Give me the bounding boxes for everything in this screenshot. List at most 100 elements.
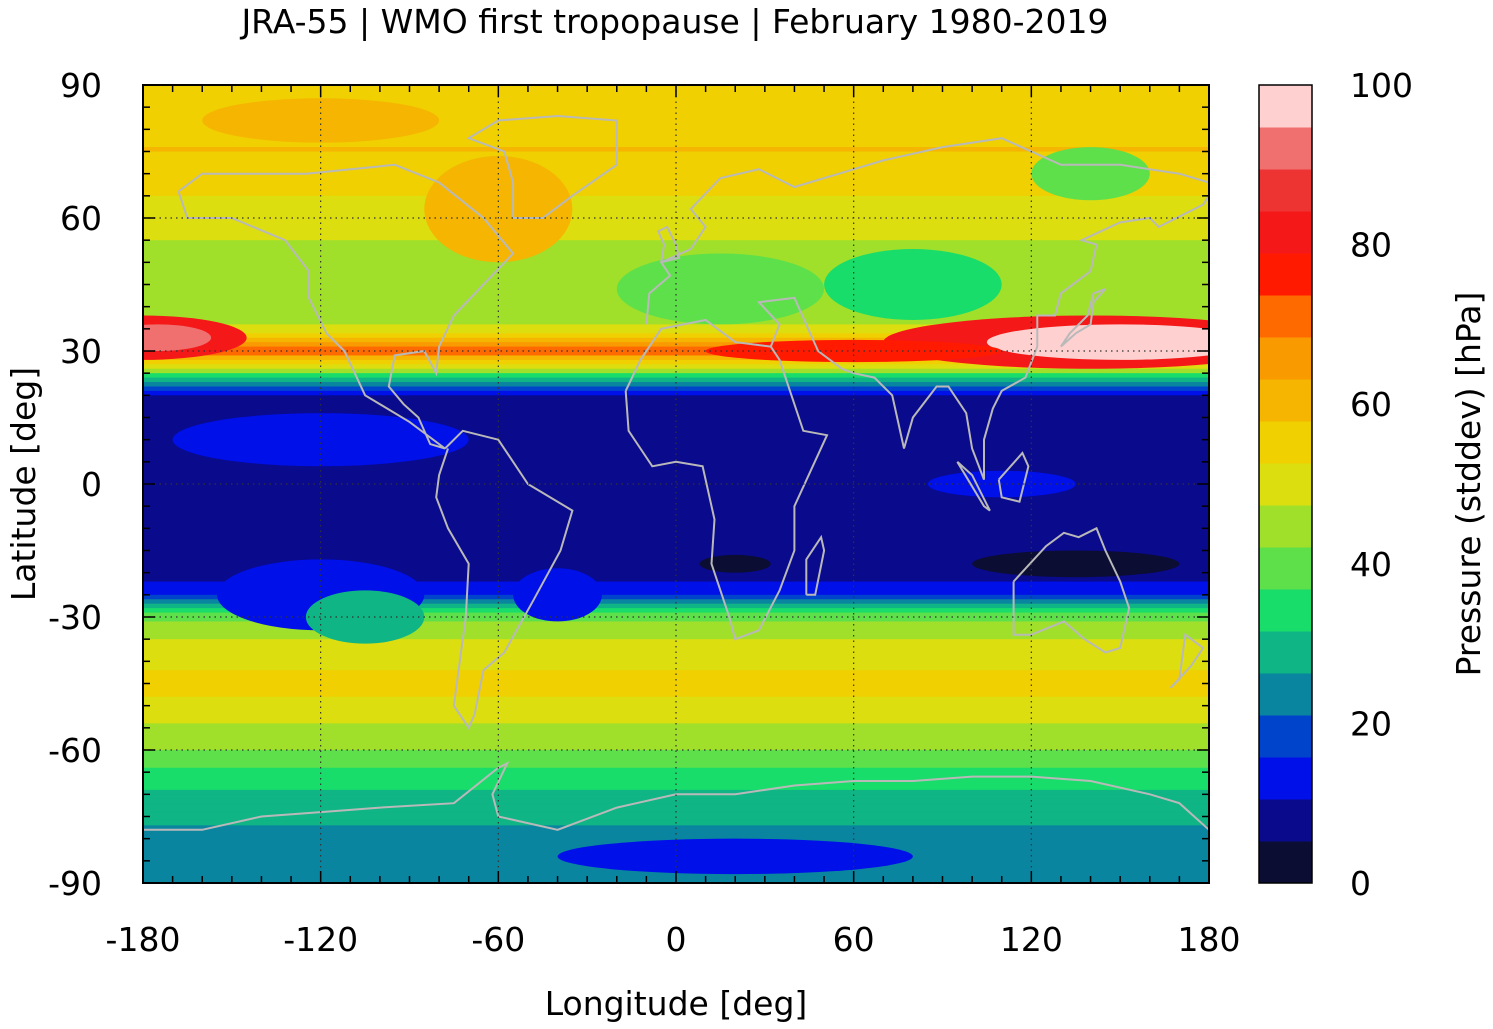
zonal-band — [143, 585, 1209, 591]
zonal-band — [143, 763, 1209, 769]
colorbar-swatch — [1259, 505, 1312, 548]
zonal-band — [143, 213, 1209, 219]
zonal-band — [143, 577, 1209, 583]
zonal-band — [143, 829, 1209, 835]
zonal-band — [143, 679, 1209, 685]
colorbar-swatch — [1259, 169, 1312, 212]
zonal-band — [143, 674, 1209, 680]
low-central-asia — [824, 249, 1002, 320]
colorbar-tick-label: 20 — [1350, 704, 1392, 743]
zonal-band — [143, 621, 1209, 627]
zonal-band — [143, 745, 1209, 751]
zonal-band — [143, 581, 1209, 587]
zonal-band — [143, 475, 1209, 481]
jet-pacific-core — [143, 324, 212, 351]
colorbar-tick-label: 60 — [1350, 385, 1392, 424]
zonal-band — [143, 355, 1209, 361]
coast-antarctica — [143, 761, 1209, 831]
zonal-band — [143, 701, 1209, 707]
zonal-band — [143, 124, 1209, 130]
colorbar-swatch — [1259, 127, 1312, 170]
zonal-band — [143, 133, 1209, 139]
zonal-band — [143, 351, 1209, 357]
zonal-band — [143, 417, 1209, 423]
zonal-band — [143, 537, 1209, 543]
zonal-band — [143, 444, 1209, 450]
colorbar-swatch — [1259, 841, 1312, 884]
x-tick-label: -60 — [471, 920, 525, 959]
colorbar-swatch — [1259, 295, 1312, 338]
tropical-east-pacific — [172, 413, 469, 467]
zonal-band — [143, 142, 1209, 148]
y-tick-label: -60 — [48, 731, 102, 770]
zonal-band — [143, 568, 1209, 574]
coast-greenland — [466, 114, 618, 219]
zonal-band — [143, 191, 1209, 197]
zonal-band — [143, 249, 1209, 255]
y-tick-labels: 90 60 30 0 -30 -60 -90 — [48, 66, 102, 903]
high-arctic — [202, 98, 440, 143]
colorbar-tick-label: 40 — [1350, 545, 1392, 584]
coast-sumatra — [956, 461, 991, 512]
colorbar-tick-labels: 100 80 60 40 20 0 — [1350, 66, 1413, 903]
plot-area — [143, 85, 1209, 883]
x-axis-label: Longitude [deg] — [545, 984, 808, 1023]
zonal-band — [143, 218, 1209, 224]
minor-ticks — [142, 84, 1210, 884]
zonal-band — [143, 373, 1209, 379]
zonal-band — [143, 834, 1209, 840]
coast-australia — [1012, 526, 1131, 654]
zonal-band — [143, 169, 1209, 175]
zonal-band — [143, 200, 1209, 206]
zonal-band — [143, 603, 1209, 609]
zonal-band — [143, 488, 1209, 494]
zonal-band — [143, 235, 1209, 241]
x-tick-label: -120 — [283, 920, 358, 959]
min-africa — [699, 554, 771, 573]
zonal-band — [143, 648, 1209, 654]
zonal-band — [143, 656, 1209, 662]
zonal-band — [143, 696, 1209, 702]
zonal-band — [143, 705, 1209, 711]
y-tick-label: -30 — [48, 598, 102, 637]
zonal-band — [143, 807, 1209, 813]
zonal-band — [143, 377, 1209, 383]
zonal-band — [143, 630, 1209, 636]
gridlines — [143, 85, 1209, 883]
zonal-band — [143, 563, 1209, 569]
zonal-band — [143, 186, 1209, 192]
coast-uk — [656, 225, 681, 264]
colorbar-swatch — [1259, 421, 1312, 464]
colorbar-swatch — [1259, 589, 1312, 632]
min-australia — [972, 550, 1180, 578]
zonal-band — [143, 337, 1209, 343]
zonal-band — [143, 151, 1209, 157]
zonal-band — [143, 452, 1209, 458]
zonal-band — [143, 608, 1209, 614]
field-features — [143, 98, 1209, 875]
high-labrador — [424, 155, 573, 263]
zonal-band — [143, 421, 1209, 427]
zonal-band — [143, 772, 1209, 778]
zonal-band — [143, 178, 1209, 184]
y-tick-label: 60 — [60, 199, 102, 238]
zonal-band — [143, 461, 1209, 467]
colorbar-swatch — [1259, 715, 1312, 758]
zonal-band — [143, 785, 1209, 791]
zonal-band — [143, 120, 1209, 126]
colorbar-swatch — [1259, 547, 1312, 590]
zonal-band — [143, 470, 1209, 476]
zonal-band — [143, 599, 1209, 605]
zonal-band — [143, 541, 1209, 547]
zonal-band — [143, 395, 1209, 401]
x-tick-label: 120 — [1000, 920, 1063, 959]
x-tick-label: 180 — [1178, 920, 1241, 959]
coast-south-america — [435, 429, 574, 730]
zonal-band — [143, 155, 1209, 161]
zonal-band — [143, 816, 1209, 822]
zonal-band — [143, 466, 1209, 472]
y-tick-label: 90 — [60, 66, 102, 105]
y-axis-label: Latitude [deg] — [4, 367, 43, 601]
colorbar-swatch — [1259, 463, 1312, 506]
